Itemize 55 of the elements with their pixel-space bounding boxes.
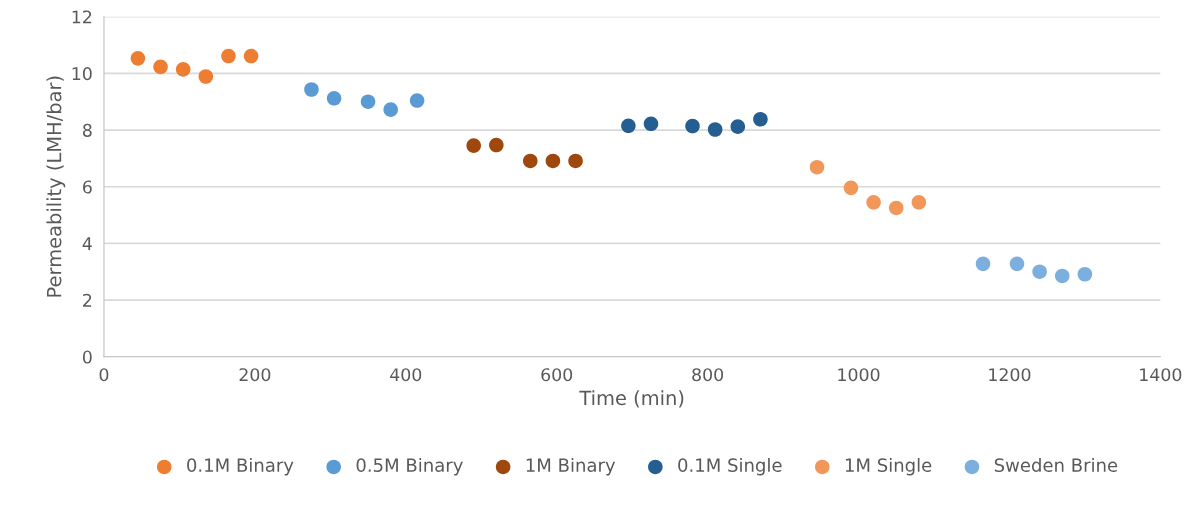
point	[409, 93, 425, 108]
point	[1032, 264, 1047, 280]
point	[843, 180, 859, 196]
point	[643, 116, 659, 132]
point	[304, 82, 319, 97]
point	[621, 118, 636, 134]
x-tick-label: 0	[99, 368, 109, 382]
point	[1054, 268, 1070, 284]
point	[198, 69, 214, 84]
point	[383, 102, 398, 117]
point	[730, 119, 746, 134]
point	[975, 256, 991, 272]
legend-label: 0.1M Single	[678, 457, 782, 476]
x-tick-label: 200	[239, 368, 271, 382]
y-tick-label: 4	[82, 237, 92, 250]
x-tick-label: 800	[692, 368, 724, 382]
legend-label: 1M Binary	[526, 457, 616, 476]
point	[753, 111, 768, 127]
point	[360, 94, 376, 109]
point	[221, 48, 236, 64]
x-tick-label: 400	[390, 368, 422, 382]
point	[130, 51, 146, 66]
point	[1009, 256, 1025, 272]
point	[1077, 266, 1093, 282]
point	[523, 153, 538, 169]
y-tick-label: 2	[83, 293, 92, 307]
point	[911, 195, 927, 210]
point	[489, 137, 504, 153]
point	[326, 91, 342, 106]
legend-label: 0.5M Binary	[356, 457, 463, 476]
y-tick-label: 12	[72, 10, 92, 24]
x-tick-label: 1200	[989, 368, 1031, 382]
y-tick-label: 0	[82, 350, 92, 364]
point	[707, 122, 723, 137]
point	[466, 138, 481, 153]
point	[153, 59, 168, 75]
point	[866, 195, 881, 210]
point	[175, 62, 191, 77]
point	[568, 153, 583, 169]
x-axis-title: Time (min)	[579, 390, 684, 408]
x-tick-label: 1400	[1140, 368, 1182, 382]
legend-label: 1M Single	[845, 457, 932, 476]
legend-label: 0.1M Binary	[187, 457, 294, 476]
y-tick-label: 8	[82, 123, 92, 137]
point	[809, 159, 825, 175]
point	[685, 118, 700, 134]
y-tick-label: 6	[83, 180, 92, 194]
x-tick-label: 1000	[838, 368, 880, 382]
y-axis-title: Permeability (LMH/bar)	[46, 76, 66, 297]
y-tick-label: 10	[72, 67, 92, 81]
point	[888, 200, 904, 216]
point	[243, 48, 259, 64]
x-tick-label: 600	[541, 368, 573, 382]
legend-label: Sweden Brine	[994, 457, 1118, 472]
point	[545, 153, 561, 169]
